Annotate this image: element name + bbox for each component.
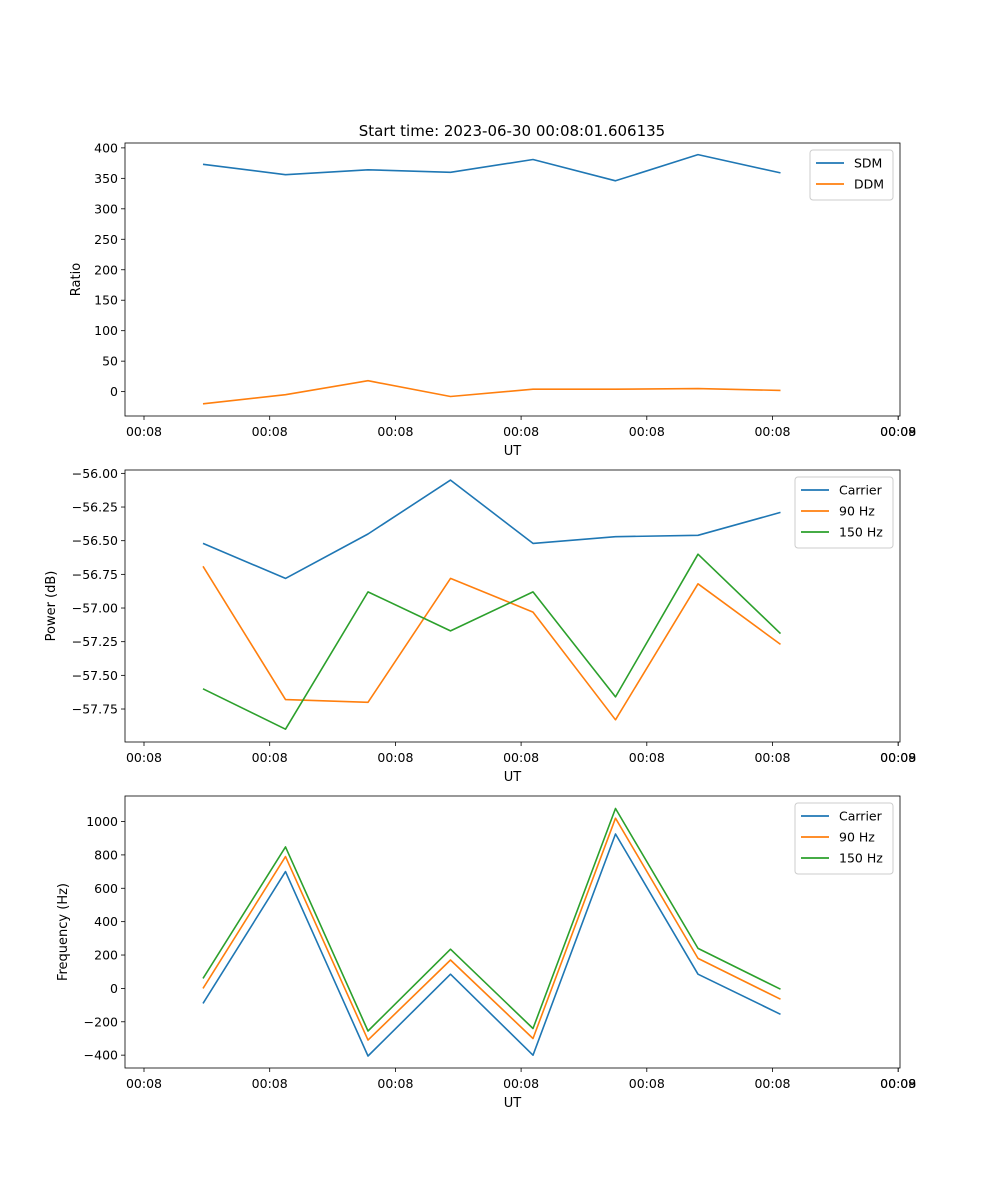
series-line-150-hz: [202, 807, 781, 1032]
x-tick-label: 00:09: [880, 750, 916, 765]
y-tick-label: −56.00: [72, 466, 118, 481]
y-axis-label: Power (dB): [44, 571, 59, 642]
y-tick-label: 250: [94, 232, 118, 247]
legend-box: [794, 476, 894, 549]
series-line-carrier: [202, 479, 781, 580]
y-tick-label: 200: [94, 948, 118, 963]
x-tick-label: 00:08: [126, 424, 162, 439]
legend-label: 90 Hz: [839, 504, 875, 519]
x-axis-label: UT: [504, 1096, 522, 1111]
legend: SDM DDM: [809, 149, 894, 201]
x-tick-label: 00:09: [880, 424, 916, 439]
axes-frame: [124, 795, 901, 1069]
y-tick-label: 100: [94, 323, 118, 338]
axes-frame: [124, 142, 901, 417]
y-tick-label: −57.50: [72, 668, 118, 683]
legend-label: DDM: [854, 177, 884, 192]
x-tick-label: 00:08: [754, 750, 790, 765]
y-tick-label: 600: [94, 881, 118, 896]
x-tick-label: 00:08: [880, 1076, 916, 1091]
x-tick-label: 00:08: [880, 424, 916, 439]
y-tick-label: 200: [94, 262, 118, 277]
x-axis-label: UT: [504, 770, 522, 785]
x-tick-label: 00:08: [252, 424, 288, 439]
x-tick-label: 00:08: [629, 424, 665, 439]
x-tick-label: 00:08: [629, 750, 665, 765]
y-tick-label: −56.25: [72, 500, 118, 515]
x-tick-label: 00:08: [503, 1076, 539, 1091]
power-panel: −56.00 −56.25 −56.50 −56.75 −57.00 −57.25 −57.…: [44, 466, 916, 785]
y-tick-label: 150: [94, 293, 118, 308]
y-tick-label: −57.75: [72, 702, 118, 717]
legend-label: 150 Hz: [839, 525, 883, 540]
y-axis-label: Ratio: [69, 263, 84, 296]
y-tick-label: −57.00: [72, 601, 118, 616]
x-tick-label: 00:08: [503, 424, 539, 439]
series-line-carrier: [202, 833, 781, 1057]
legend: Carrier 90 Hz 150 Hz: [794, 802, 894, 875]
legend-label: SDM: [854, 156, 882, 171]
legend: Carrier 90 Hz 150 Hz: [794, 476, 894, 549]
y-tick-label: −400: [84, 1048, 118, 1063]
y-tick-label: 1000: [86, 814, 118, 829]
y-tick-label: 400: [94, 914, 118, 929]
y-tick-label: 0: [110, 981, 118, 996]
x-tick-label: 00:08: [126, 1076, 162, 1091]
y-tick-label: −56.50: [72, 533, 118, 548]
y-tick-label: 350: [94, 171, 118, 186]
y-tick-label: 400: [94, 140, 118, 155]
y-tick-label: −56.75: [72, 567, 118, 582]
legend-label: 90 Hz: [839, 830, 875, 845]
x-tick-label: 00:08: [754, 1076, 790, 1091]
figure-title: Start time: 2023-06-30 00:08:01.606135: [359, 122, 665, 140]
series-line-90-hz: [202, 565, 781, 721]
y-tick-label: −200: [84, 1014, 118, 1029]
series-line-150-hz: [202, 553, 782, 731]
x-tick-label: 00:09: [880, 1076, 916, 1091]
x-tick-label: 00:08: [377, 1076, 413, 1091]
frequency-panel: −400 −200 0 200 400 600 800 1000 00:08 00:08 00:08…: [56, 795, 916, 1111]
y-tick-label: 800: [94, 847, 118, 862]
x-tick-label: 00:08: [503, 750, 539, 765]
x-tick-label: 00:08: [252, 1076, 288, 1091]
series-line-sdm: [202, 153, 781, 182]
x-tick-label: 00:08: [377, 424, 413, 439]
x-tick-label: 00:08: [629, 1076, 665, 1091]
x-tick-label: 00:08: [754, 424, 790, 439]
series-line-ddm: [202, 379, 781, 405]
series-line-90-hz: [202, 817, 781, 1041]
y-tick-label: 0: [110, 384, 118, 399]
legend-label: Carrier: [839, 809, 883, 824]
legend-label: Carrier: [839, 483, 883, 498]
x-axis-label: UT: [504, 444, 522, 459]
axes-frame: [124, 469, 901, 743]
legend-box: [794, 802, 894, 875]
legend-label: 150 Hz: [839, 851, 883, 866]
x-tick-label: 00:08: [377, 750, 413, 765]
x-tick-label: 00:08: [252, 750, 288, 765]
y-tick-label: 300: [94, 201, 118, 216]
x-tick-label: 00:08: [126, 750, 162, 765]
x-tick-label: 00:08: [880, 750, 916, 765]
y-axis-label: Frequency (Hz): [56, 883, 71, 981]
y-tick-label: −57.25: [72, 634, 118, 649]
y-tick-label: 50: [102, 354, 118, 369]
